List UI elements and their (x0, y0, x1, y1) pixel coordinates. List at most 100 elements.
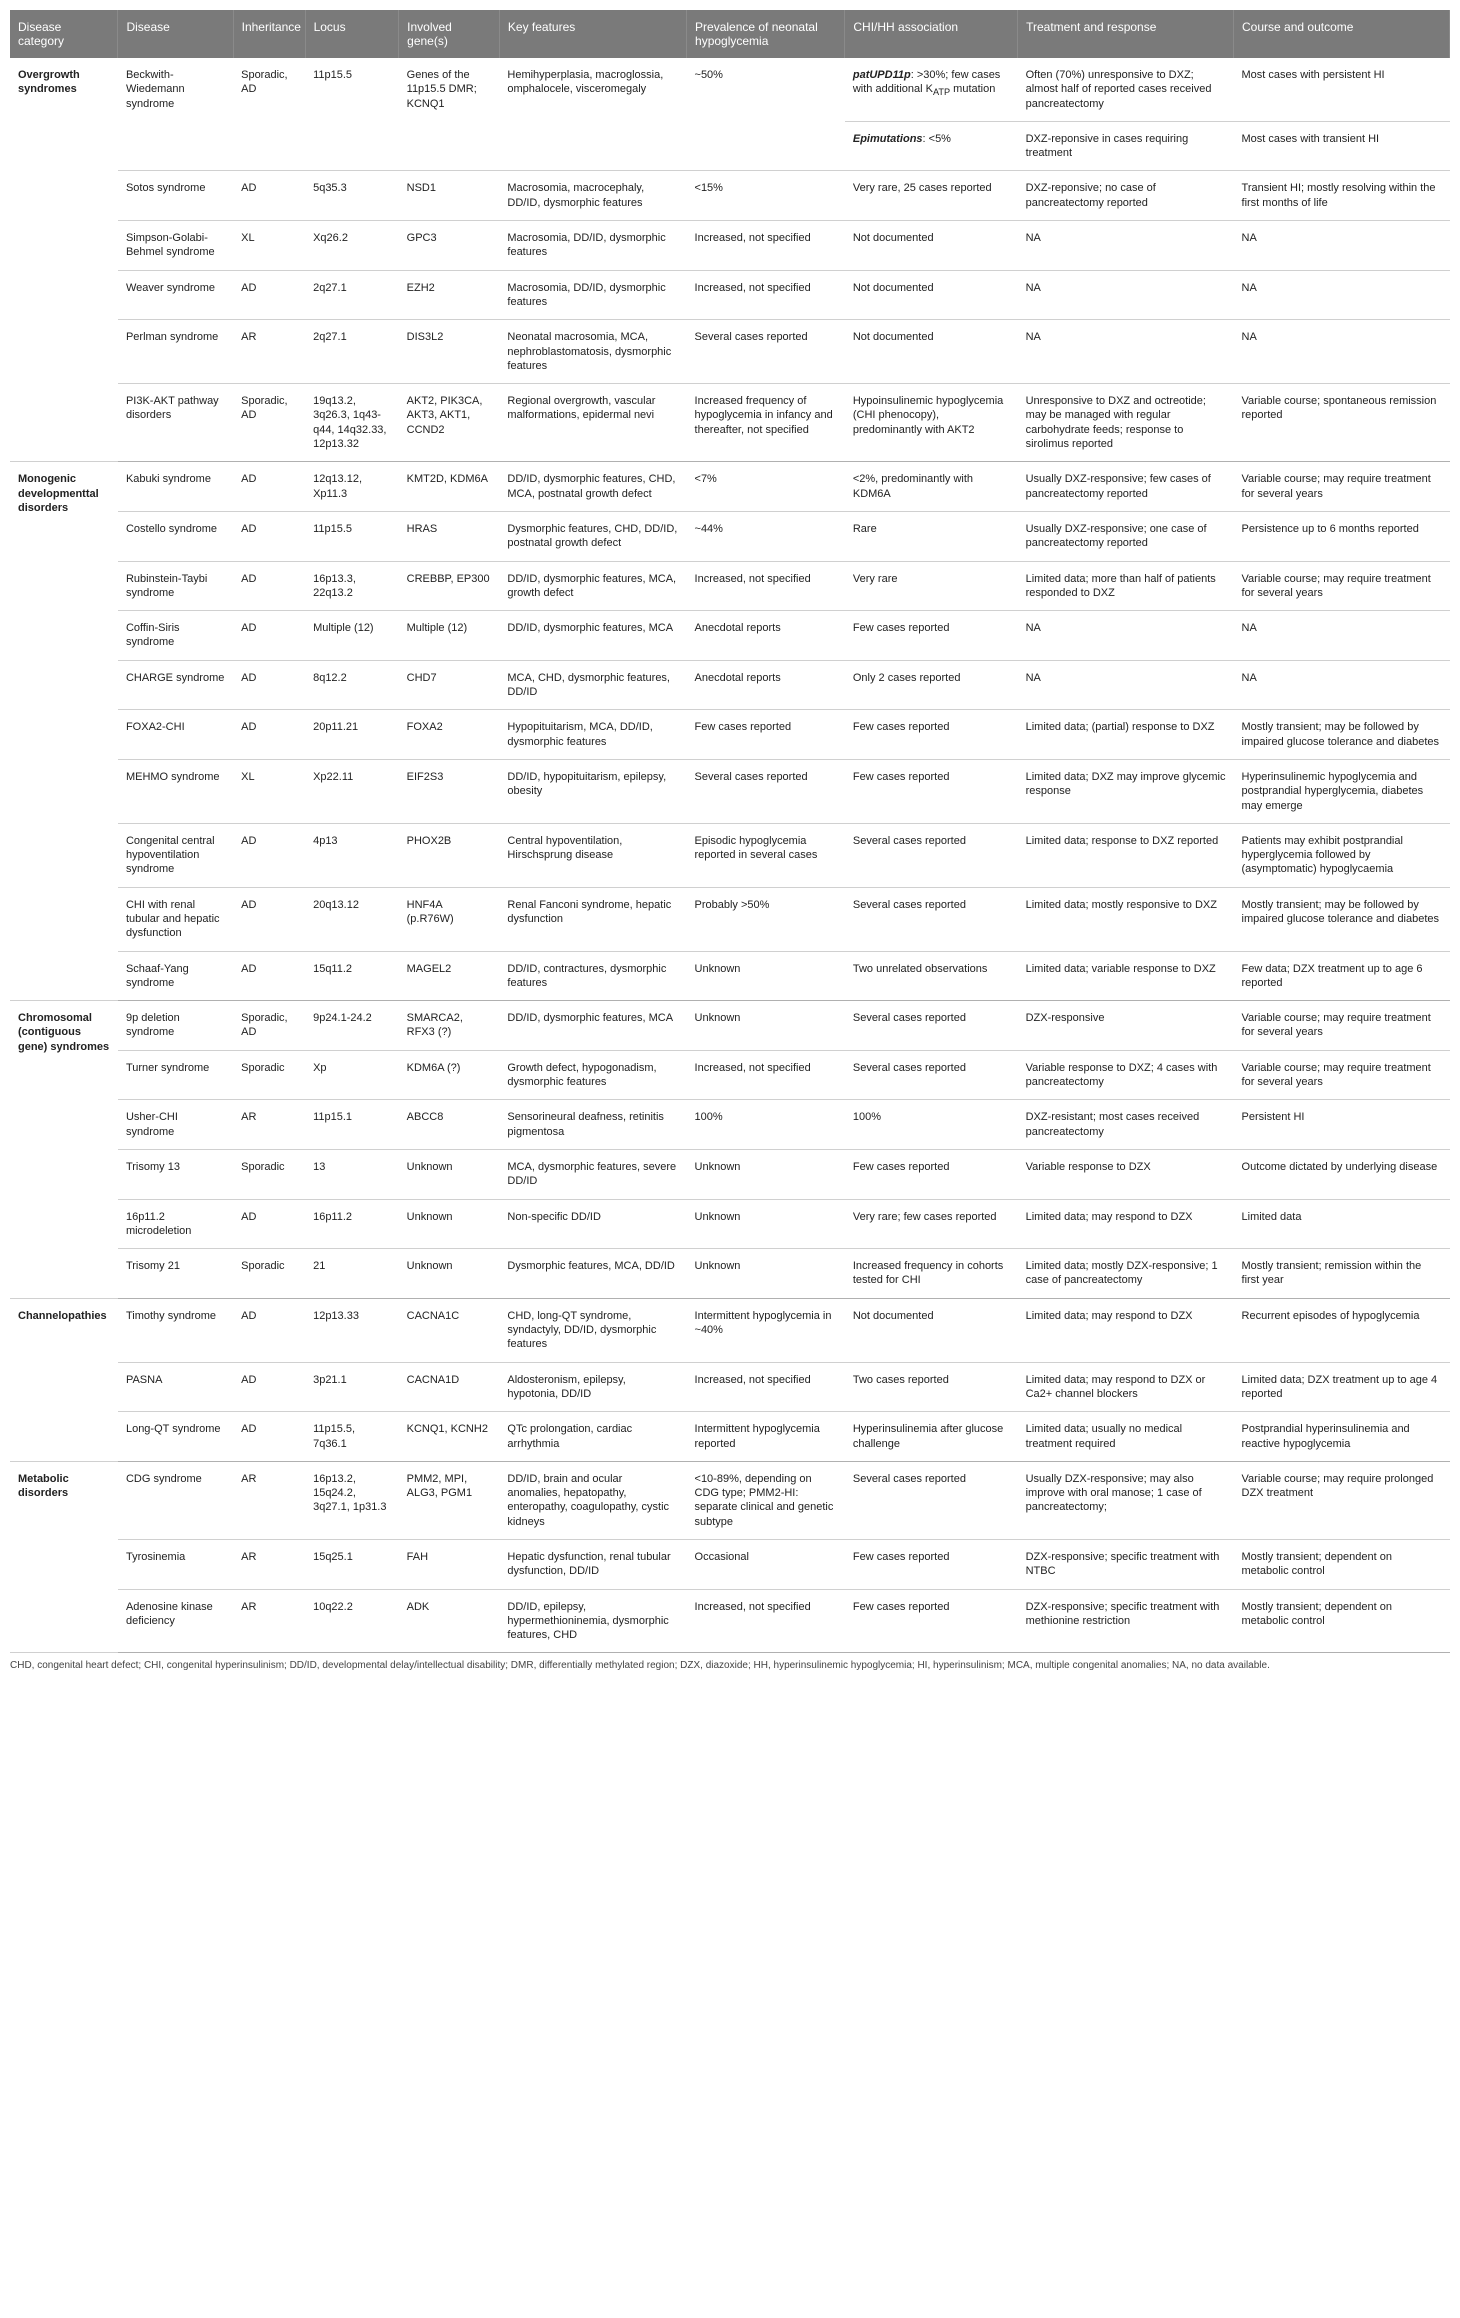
table-row: CHI with renal tubular and hepatic dysfu… (10, 887, 1450, 951)
cell: Variable response to DZX (1018, 1149, 1234, 1199)
cell: ABCC8 (399, 1100, 500, 1150)
table-row: Chromosomal (contiguous gene) syndromes9… (10, 1001, 1450, 1051)
cell: Limited data; (partial) response to DXZ (1018, 710, 1234, 760)
cell: DD/ID, dysmorphic features, CHD, MCA, po… (499, 462, 686, 512)
cell: XL (233, 221, 305, 271)
cell: Limited data; may respond to DZX (1018, 1199, 1234, 1249)
table-row: Coffin-Siris syndromeADMultiple (12)Mult… (10, 611, 1450, 661)
cell: Few cases reported (687, 710, 845, 760)
cell: Several cases reported (845, 1461, 1018, 1539)
h-inheritance: Inheritance (233, 10, 305, 58)
cell: AR (233, 1589, 305, 1653)
cell: Postprandial hyperinsulinemia and reacti… (1234, 1412, 1450, 1462)
cell: Transient HI; mostly resolving within th… (1234, 171, 1450, 221)
cell: DZX-responsive (1018, 1001, 1234, 1051)
table-row: Simpson-Golabi-Behmel syndromeXLXq26.2GP… (10, 221, 1450, 271)
cell: DIS3L2 (399, 320, 500, 384)
cell: Hemihyperplasia, macroglossia, omphaloce… (499, 58, 686, 171)
cell: 12q13.12, Xp11.3 (305, 462, 399, 512)
cell: 19q13.2, 3q26.3, 1q43-q44, 14q32.33, 12p… (305, 384, 399, 462)
cell: <2%, predominantly with KDM6A (845, 462, 1018, 512)
cell: Not documented (845, 320, 1018, 384)
cell: 21 (305, 1249, 399, 1299)
cell: Anecdotal reports (687, 660, 845, 710)
cell: EZH2 (399, 270, 500, 320)
cell: Sporadic, AD (233, 1001, 305, 1051)
cell: NA (1234, 611, 1450, 661)
cell: Sporadic (233, 1050, 305, 1100)
cell: Turner syndrome (118, 1050, 233, 1100)
cell: EIF2S3 (399, 759, 500, 823)
cell: Schaaf-Yang syndrome (118, 951, 233, 1001)
h-prevalence: Prevalence of neonatal hypoglycemia (687, 10, 845, 58)
cell: Unknown (687, 951, 845, 1001)
cell: Few data; DZX treatment up to age 6 repo… (1234, 951, 1450, 1001)
table-row: PASNAAD3p21.1CACNA1DAldosteronism, epile… (10, 1362, 1450, 1412)
cell: 100% (845, 1100, 1018, 1150)
cell: Macrosomia, macrocephaly, DD/ID, dysmorp… (499, 171, 686, 221)
cell: 11p15.5 (305, 58, 399, 171)
cell: Hyperinsulinemic hypoglycemia and postpr… (1234, 759, 1450, 823)
cell: Anecdotal reports (687, 611, 845, 661)
cell: Growth defect, hypogonadism, dysmorphic … (499, 1050, 686, 1100)
cell: PASNA (118, 1362, 233, 1412)
cell: Intermittent hypoglycemia in ~40% (687, 1298, 845, 1362)
cell: Perlman syndrome (118, 320, 233, 384)
cell: CHD7 (399, 660, 500, 710)
cell: 16p11.2 (305, 1199, 399, 1249)
cell: Increased frequency in cohorts tested fo… (845, 1249, 1018, 1299)
cell: Episodic hypoglycemia reported in severa… (687, 823, 845, 887)
h-category: Disease category (10, 10, 118, 58)
cell: Mostly transient; may be followed by imp… (1234, 710, 1450, 760)
table-row: Turner syndromeSporadicXpKDM6A (?)Growth… (10, 1050, 1450, 1100)
cell: Rubinstein-Taybi syndrome (118, 561, 233, 611)
cell: Xq26.2 (305, 221, 399, 271)
cell: Kabuki syndrome (118, 462, 233, 512)
cell: Sporadic (233, 1249, 305, 1299)
cell: AD (233, 1362, 305, 1412)
cell: FOXA2 (399, 710, 500, 760)
cell: Unknown (399, 1249, 500, 1299)
cell: Costello syndrome (118, 511, 233, 561)
category-cell: Chromosomal (contiguous gene) syndromes (10, 1001, 118, 1299)
cell: Increased, not specified (687, 221, 845, 271)
cell: 15q25.1 (305, 1540, 399, 1590)
cell: Persistent HI (1234, 1100, 1450, 1150)
cell: Variable response to DXZ; 4 cases with p… (1018, 1050, 1234, 1100)
cell: CHARGE syndrome (118, 660, 233, 710)
cell: Hypoinsulinemic hypoglycemia (CHI phenoc… (845, 384, 1018, 462)
cell: Occasional (687, 1540, 845, 1590)
cell: Sporadic (233, 1149, 305, 1199)
cell: Several cases reported (845, 823, 1018, 887)
table-row: CHARGE syndromeAD8q12.2CHD7MCA, CHD, dys… (10, 660, 1450, 710)
cell: Variable course; spontaneous remission r… (1234, 384, 1450, 462)
cell: Unknown (399, 1149, 500, 1199)
cell: Unknown (687, 1199, 845, 1249)
cell: FAH (399, 1540, 500, 1590)
cell: XL (233, 759, 305, 823)
cell: AD (233, 951, 305, 1001)
table-row: Sotos syndromeAD5q35.3NSD1Macrosomia, ma… (10, 171, 1450, 221)
cell: Tyrosinemia (118, 1540, 233, 1590)
syndromic-hi-table: Disease category Disease Inheritance Loc… (10, 10, 1450, 1653)
table-row: Costello syndromeAD11p15.5HRASDysmorphic… (10, 511, 1450, 561)
cell: DD/ID, dysmorphic features, MCA (499, 1001, 686, 1051)
cell: AD (233, 462, 305, 512)
cell: Usually DXZ-responsive; few cases of pan… (1018, 462, 1234, 512)
cell: CREBBP, EP300 (399, 561, 500, 611)
h-treatment: Treatment and response (1018, 10, 1234, 58)
cell: PMM2, MPI, ALG3, PGM1 (399, 1461, 500, 1539)
cell: 8q12.2 (305, 660, 399, 710)
cell: ADK (399, 1589, 500, 1653)
cell: Trisomy 13 (118, 1149, 233, 1199)
cell: Adenosine kinase deficiency (118, 1589, 233, 1653)
cell: Outcome dictated by underlying disease (1234, 1149, 1450, 1199)
cell: Usually DZX-responsive; may also improve… (1018, 1461, 1234, 1539)
cell: DD/ID, hypopituitarism, epilepsy, obesit… (499, 759, 686, 823)
cell: Very rare; few cases reported (845, 1199, 1018, 1249)
table-row: FOXA2-CHIAD20p11.21FOXA2Hypopituitarism,… (10, 710, 1450, 760)
cell: Limited data; response to DXZ reported (1018, 823, 1234, 887)
cell: AD (233, 1298, 305, 1362)
cell: Hepatic dysfunction, renal tubular dysfu… (499, 1540, 686, 1590)
cell: Limited data; may respond to DZX or Ca2+… (1018, 1362, 1234, 1412)
